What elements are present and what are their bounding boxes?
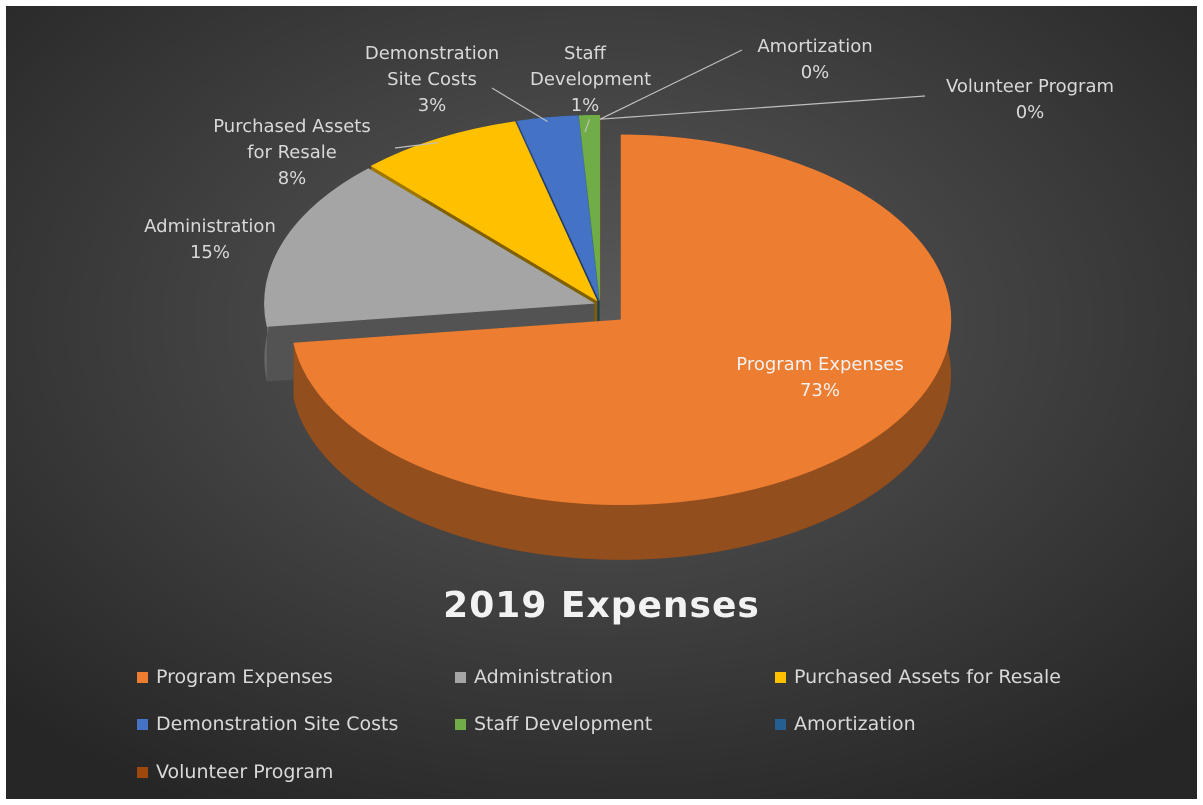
legend-item: Amortization	[775, 713, 916, 735]
chart-title: 2019 Expenses	[443, 585, 760, 626]
data-label-category: Amortization	[757, 36, 873, 57]
data-label-value: 0%	[800, 62, 830, 83]
legend-item: Administration	[455, 666, 613, 688]
legend-swatch	[137, 718, 148, 730]
data-label: Purchased Assets for Resale 8%	[207, 114, 377, 192]
legend-label: Amortization	[794, 713, 916, 735]
data-label: Volunteer Program 0%	[920, 74, 1140, 126]
slice-top	[578, 114, 601, 301]
legend-swatch	[137, 766, 148, 778]
data-label-category: Volunteer Program	[945, 76, 1115, 97]
legend-swatch	[137, 671, 148, 683]
legend-swatch	[775, 718, 786, 730]
data-label-category: Purchased Assets for Resale	[213, 116, 371, 163]
leader-line	[491, 87, 548, 123]
legend-swatch	[455, 718, 466, 730]
data-label: Demonstration Site Costs 3%	[352, 41, 512, 119]
slice-top	[516, 115, 600, 301]
legend-label: Program Expenses	[156, 666, 333, 688]
slice	[293, 134, 952, 560]
data-label-value: 1%	[570, 95, 600, 116]
data-label: Staff Development 1%	[530, 41, 652, 119]
legend-item: Staff Development	[455, 713, 652, 735]
slice-top	[264, 168, 596, 327]
data-label: Amortization 0%	[740, 34, 890, 86]
data-label: Program Expenses 73%	[710, 352, 930, 404]
legend-label: Staff Development	[474, 713, 653, 735]
leader-line	[599, 49, 743, 120]
data-label: Administration 15%	[120, 214, 300, 266]
slice-top	[293, 134, 952, 506]
leader-line	[394, 142, 439, 149]
legend-item: Demonstration Site Costs	[137, 713, 398, 735]
data-label-category: Staff Development	[530, 43, 652, 90]
legend-label: Purchased Assets for Resale	[794, 666, 1061, 688]
leader-line	[584, 119, 591, 133]
data-label-value: 3%	[417, 95, 447, 116]
data-label-value: 8%	[277, 168, 307, 189]
legend-swatch	[455, 671, 466, 683]
data-label-value: 0%	[1015, 102, 1045, 123]
legend-item: Volunteer Program	[137, 761, 333, 783]
legend-swatch	[775, 671, 786, 683]
legend-label: Volunteer Program	[156, 761, 334, 783]
legend-item: Purchased Assets for Resale	[775, 666, 1061, 688]
data-label-value: 15%	[189, 242, 230, 263]
slice-top	[370, 121, 598, 302]
data-label-value: 73%	[799, 380, 840, 401]
leader-line	[599, 95, 926, 120]
data-label-category: Demonstration Site Costs	[364, 43, 500, 90]
legend-label: Administration	[474, 666, 614, 688]
data-label-category: Program Expenses	[736, 354, 904, 375]
data-label-category: Administration	[144, 216, 276, 237]
legend-item: Program Expenses	[137, 666, 333, 688]
legend-label: Demonstration Site Costs	[156, 713, 399, 735]
